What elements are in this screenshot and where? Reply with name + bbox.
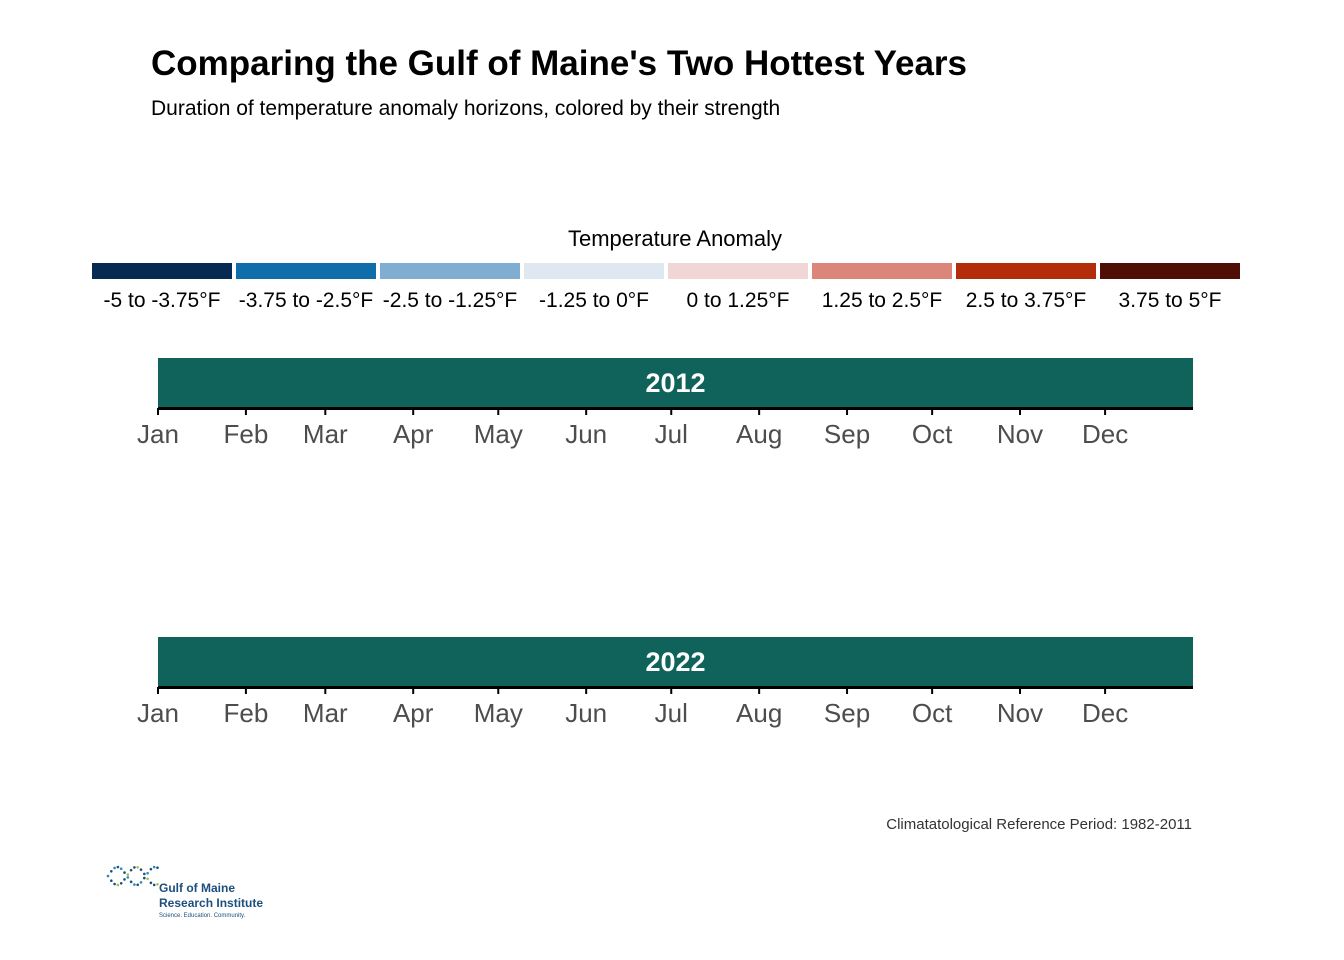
month-tick-label: Nov — [997, 698, 1043, 728]
legend-item: -2.5 to -1.25°F — [380, 263, 520, 313]
legend-label: -5 to -3.75°F — [103, 289, 221, 312]
legend-item: 0 to 1.25°F — [668, 263, 808, 313]
helix-dot — [156, 883, 159, 886]
month-tick-label: Mar — [303, 419, 348, 449]
legend-label: 0 to 1.25°F — [686, 289, 790, 312]
month-tick-label: Nov — [997, 419, 1043, 449]
helix-dot — [110, 879, 113, 883]
month-tick-label: Mar — [303, 698, 348, 728]
month-tick-label: Jul — [655, 698, 688, 728]
legend-label: 2.5 to 3.75°F — [965, 289, 1087, 312]
helix-dot — [113, 882, 116, 886]
helix-dot — [149, 881, 153, 885]
month-tick-label: Feb — [223, 698, 268, 728]
legend-item: 1.25 to 2.5°F — [812, 263, 952, 313]
helix-dot — [123, 871, 126, 874]
facet-strip-2022: 2022 — [158, 637, 1193, 687]
helix-dot — [119, 881, 123, 885]
helix-dot — [133, 866, 136, 869]
legend-label: 3.75 to 5°F — [1118, 289, 1222, 312]
helix-dot — [149, 867, 153, 871]
legend-item: -5 to -3.75°F — [92, 263, 232, 313]
legend-swatch — [92, 263, 232, 279]
helix-dot — [123, 878, 126, 881]
month-tick-label: Aug — [736, 698, 782, 728]
helix-dot — [143, 876, 146, 880]
legend-label: -2.5 to -1.25°F — [382, 289, 518, 312]
legend-item: -1.25 to 0°F — [524, 263, 664, 313]
month-tick-label: Apr — [393, 698, 434, 728]
legend-item: 3.75 to 5°F — [1100, 263, 1240, 313]
month-tick-label: Feb — [223, 419, 268, 449]
helix-dot — [116, 865, 120, 869]
month-tick-label: Jun — [565, 698, 607, 728]
legend-swatch — [236, 263, 376, 279]
legend-item: -3.75 to -2.5°F — [236, 263, 376, 313]
helix-dot — [129, 880, 133, 884]
month-tick-label: Jul — [655, 419, 688, 449]
month-tick-label: Oct — [912, 419, 953, 449]
legend-swatch — [524, 263, 664, 279]
helix-dot — [136, 865, 139, 869]
chart-title: Comparing the Gulf of Maine's Two Hottes… — [151, 44, 968, 83]
month-tick-label: Dec — [1082, 419, 1128, 449]
helix-dot — [152, 883, 156, 887]
helix-dot — [146, 871, 149, 875]
helix-dot — [139, 868, 143, 871]
chart-subtitle: Duration of temperature anomaly horizons… — [151, 97, 781, 120]
helix-dot — [119, 867, 123, 871]
month-tick-label: Apr — [393, 419, 434, 449]
legend-swatch — [812, 263, 952, 279]
month-tick-label: Jan — [137, 419, 179, 449]
helix-dot — [116, 883, 120, 887]
x-axis-2022: Jan Feb Mar Apr May Jun Jul Aug Sep Oct Nov Dec — [137, 686, 1193, 728]
helix-dot — [113, 866, 116, 870]
helix-dot — [139, 881, 143, 884]
helix-dot — [126, 876, 130, 879]
helix-dot — [136, 883, 139, 887]
helix-dot — [146, 877, 149, 881]
legend: -5 to -3.75°F -3.75 to -2.5°F -2.5 to -1… — [92, 263, 1240, 313]
month-tick-label: Sep — [824, 419, 870, 449]
helix-dot — [143, 872, 146, 876]
month-tick-label: May — [474, 419, 523, 449]
helix-dot — [126, 873, 130, 876]
x-axis-2012: Jan Feb Mar Apr May Jun Jul Aug Sep Oct Nov Dec — [137, 407, 1193, 449]
legend-item: 2.5 to 3.75°F — [956, 263, 1096, 313]
month-tick-label: Aug — [736, 419, 782, 449]
legend-swatch — [668, 263, 808, 279]
legend-title: Temperature Anomaly — [568, 226, 782, 251]
helix-dot — [110, 869, 113, 873]
logo-line1: Gulf of Maine — [159, 881, 235, 895]
month-tick-label: Jan — [137, 698, 179, 728]
helix-dot — [129, 868, 133, 872]
month-tick-label: Oct — [912, 698, 953, 728]
logo-tagline: Science. Education. Community. — [159, 913, 246, 919]
legend-swatch — [1100, 263, 1240, 279]
legend-label: -1.25 to 0°F — [539, 289, 649, 312]
legend-label: 1.25 to 2.5°F — [821, 289, 943, 312]
helix-dot — [156, 866, 159, 869]
helix-dot — [152, 865, 156, 869]
month-tick-label: May — [474, 698, 523, 728]
helix-dot — [106, 874, 110, 878]
reference-period-caption: Climatatological Reference Period: 1982-… — [886, 816, 1192, 833]
legend-swatch — [380, 263, 520, 279]
month-tick-label: Sep — [824, 698, 870, 728]
month-tick-label: Jun — [565, 419, 607, 449]
legend-swatch — [956, 263, 1096, 279]
gmri-logo: Gulf of Maine Research Institute Science… — [104, 862, 274, 926]
helix-dot — [133, 883, 136, 886]
month-tick-label: Dec — [1082, 698, 1128, 728]
legend-label: -3.75 to -2.5°F — [238, 289, 374, 312]
facet-strip-2012: 2012 — [158, 358, 1193, 408]
logo-line2: Research Institute — [159, 896, 264, 910]
dna-helix-icon — [106, 865, 159, 887]
